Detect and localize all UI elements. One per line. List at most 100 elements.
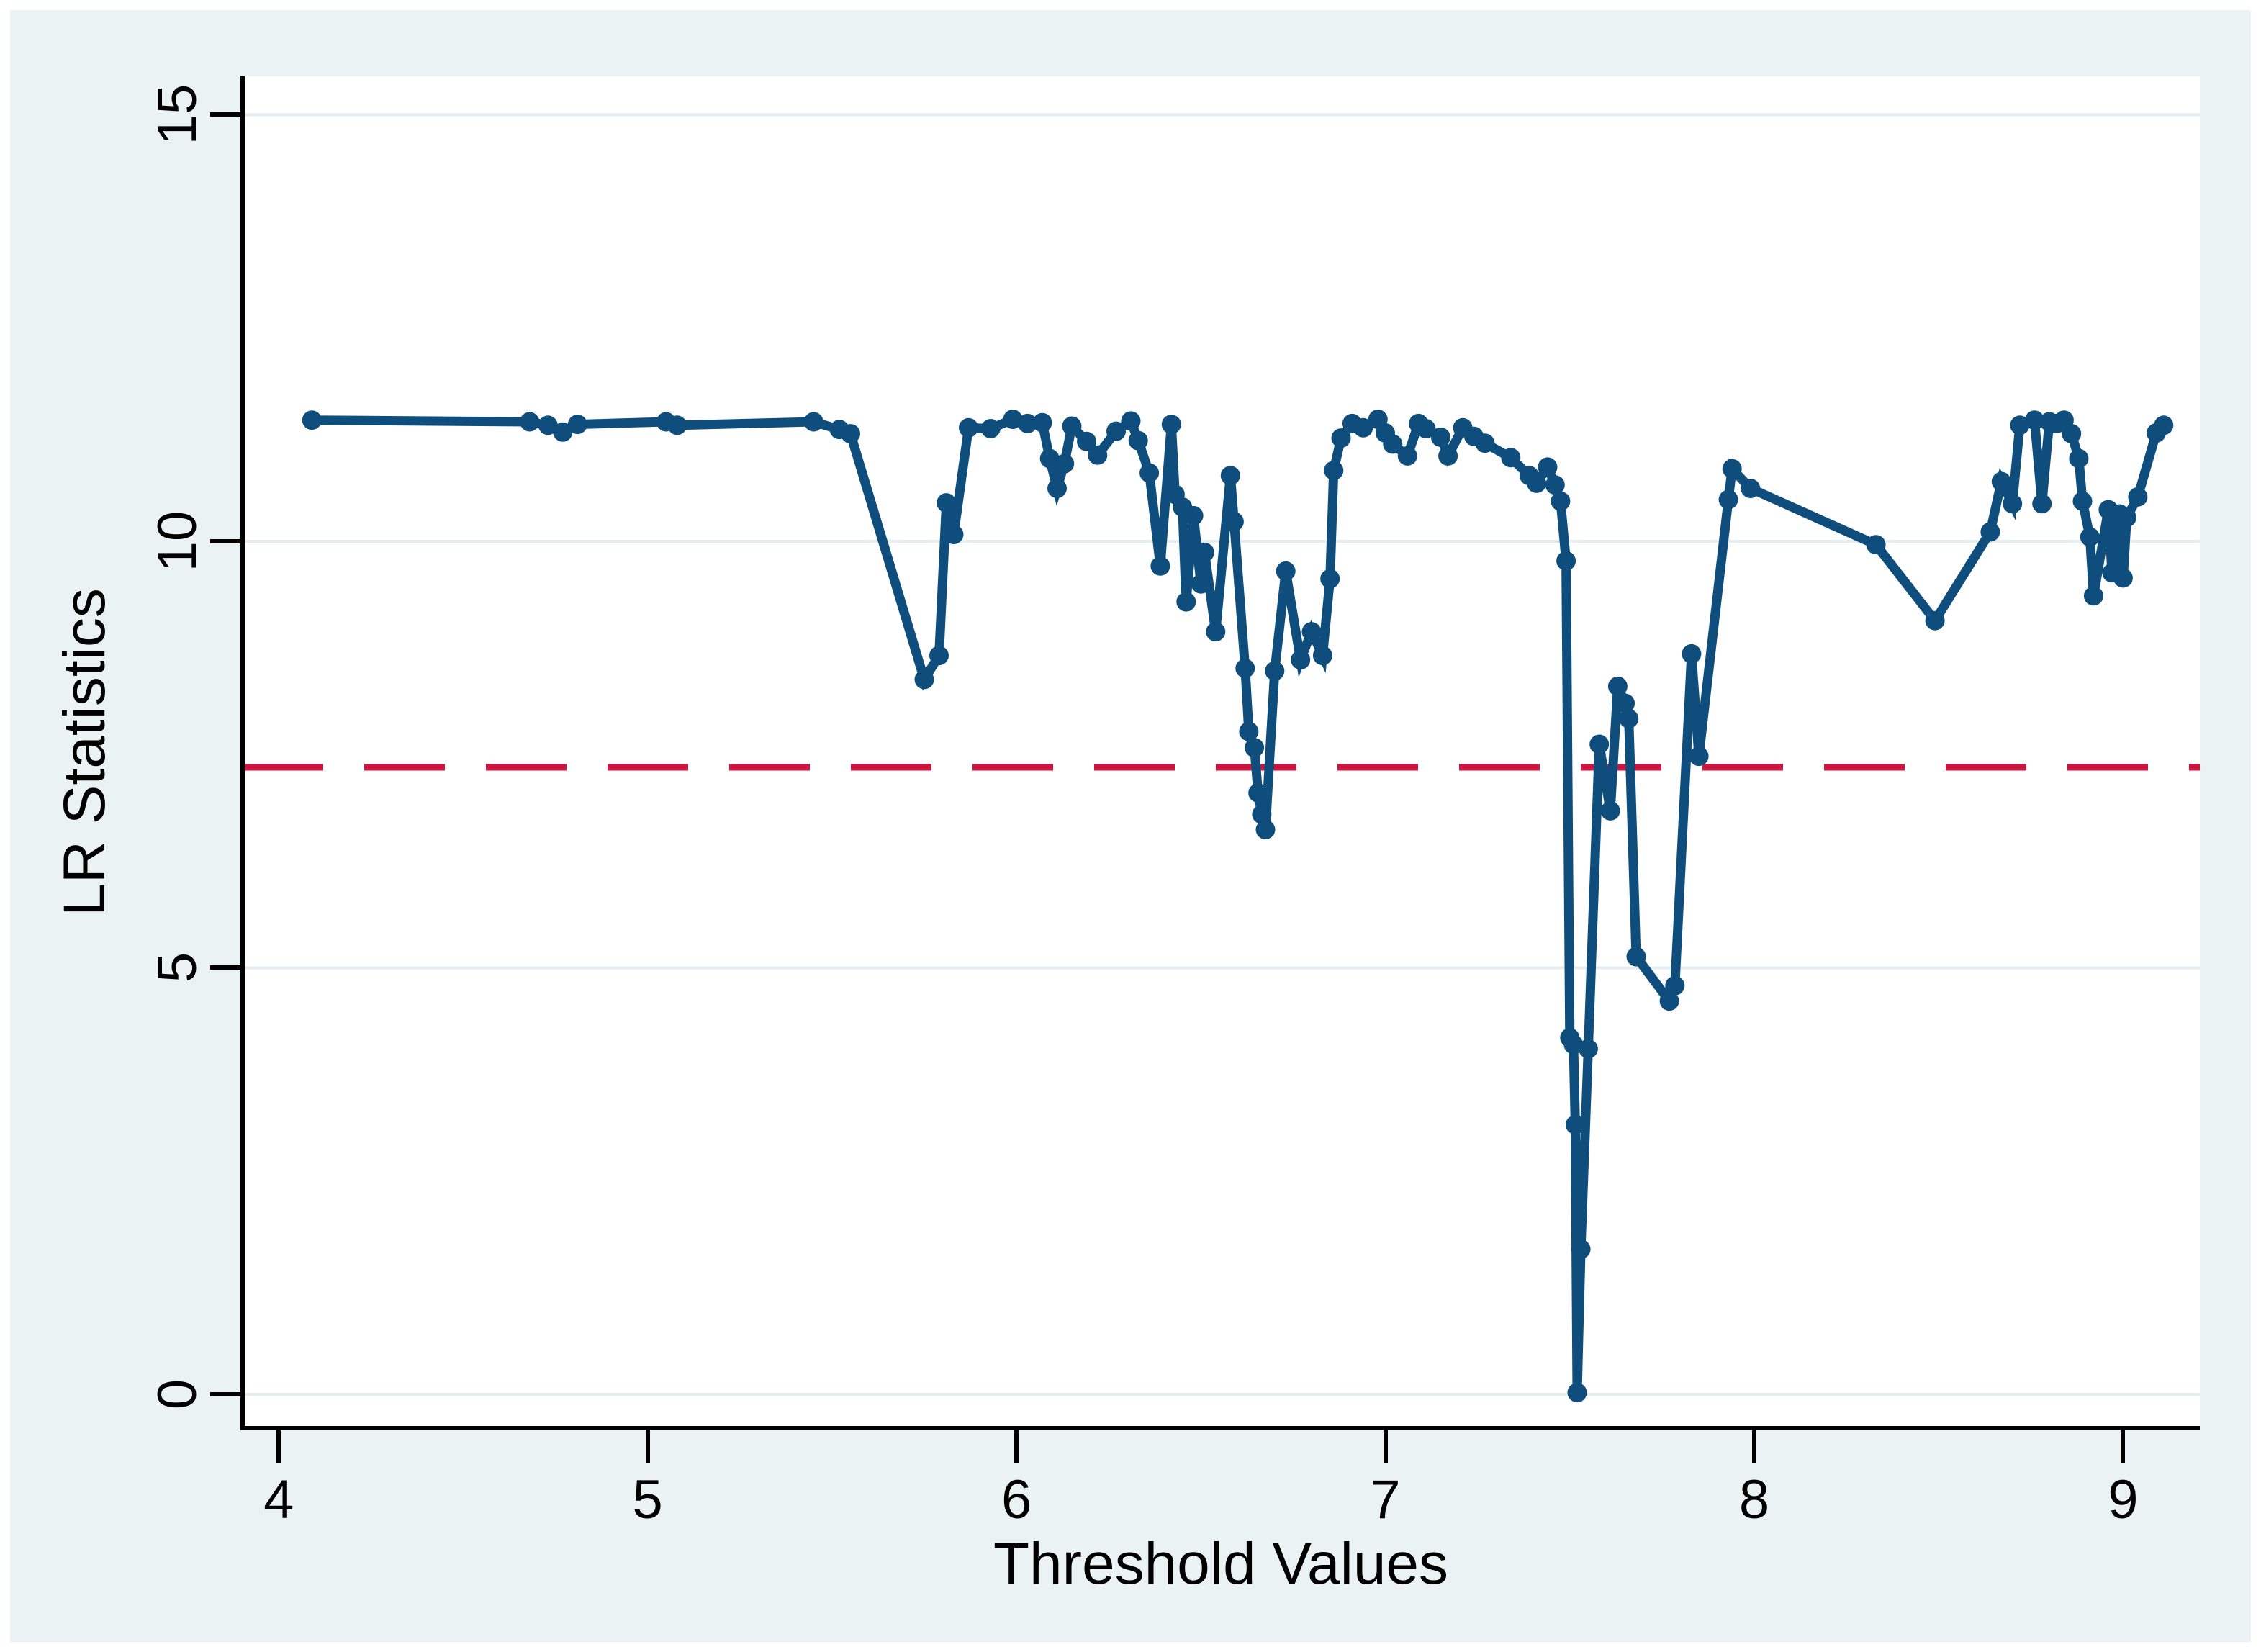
data-point-marker [1980, 522, 2000, 542]
data-point-marker [1194, 542, 1214, 562]
y-tick-label-5: 5 [147, 952, 208, 983]
data-point-marker [1252, 804, 1272, 824]
data-point-marker [1301, 622, 1322, 642]
data-point-marker [1106, 421, 1126, 441]
data-point-marker [1718, 489, 1738, 510]
data-point-marker [1741, 479, 1761, 498]
x-tick-mark-9 [2121, 1430, 2126, 1463]
data-point-marker [1331, 428, 1351, 448]
data-point-marker [1607, 676, 1628, 696]
x-tick-mark-7 [1383, 1430, 1388, 1463]
x-axis-title: Threshold Values [993, 1531, 1449, 1597]
data-point-marker [2128, 487, 2148, 507]
data-point-marker [553, 422, 573, 442]
data-point-marker [1589, 734, 1610, 754]
data-point-marker [2062, 424, 2082, 444]
data-point-marker [1255, 820, 1276, 839]
data-point-marker [1383, 434, 1403, 454]
x-tick-label-9: 9 [2108, 1469, 2139, 1530]
data-point-marker [1991, 471, 2011, 492]
data-point-marker [1077, 431, 1096, 451]
x-tick-label-6: 6 [1001, 1469, 1032, 1530]
data-point-marker [1866, 535, 1886, 555]
data-point-marker [1161, 415, 1181, 435]
data-point-marker [1150, 556, 1170, 576]
data-point-marker [1055, 453, 1075, 474]
data-point-marker [914, 669, 934, 690]
data-point-marker [1248, 783, 1268, 803]
data-point-marker [1665, 975, 1685, 996]
data-point-marker [959, 417, 978, 438]
x-tick-label-5: 5 [632, 1469, 663, 1530]
data-point-marker [1320, 569, 1340, 589]
data-point-marker [1925, 610, 1945, 631]
data-point-marker [1239, 721, 1259, 741]
data-point-marker [1003, 410, 1023, 429]
data-point-marker [1047, 479, 1067, 498]
data-point-marker [1235, 659, 1255, 678]
data-point-marker [1538, 457, 1558, 477]
data-point-marker [1324, 461, 1344, 481]
chart-figure: 0 5 10 15 4 5 6 7 8 9 LR Statistics Threshold Va… [10, 10, 2251, 1642]
data-point-marker [538, 415, 558, 435]
data-point-marker [1039, 448, 1060, 469]
data-point-marker [1220, 466, 1240, 486]
y-tick-mark-10 [210, 538, 243, 543]
data-point-marker [803, 412, 823, 432]
data-point-marker [1128, 430, 1148, 451]
data-point-marker [1312, 646, 1332, 666]
data-point-marker [1397, 446, 1417, 466]
data-point-marker [929, 646, 949, 666]
data-point-marker [1551, 491, 1571, 511]
chart-canvas [243, 113, 2200, 1403]
data-point-marker [2010, 415, 2030, 435]
data-point-marker [2117, 507, 2136, 528]
data-point-marker [1501, 448, 1521, 468]
y-axis-title: LR Statistics [52, 588, 117, 916]
data-point-marker [667, 415, 687, 435]
data-point-marker [1527, 473, 1547, 493]
data-point-marker [1689, 746, 1709, 767]
data-point-marker [1224, 512, 1244, 532]
x-tick-mark-6 [1014, 1430, 1019, 1463]
data-point-marker [2113, 568, 2133, 588]
data-point-marker [1018, 413, 1037, 433]
data-point-marker [1600, 800, 1620, 821]
data-point-marker [1430, 427, 1450, 447]
plot-area [243, 76, 2200, 1428]
data-point-marker [1121, 411, 1141, 431]
data-point-marker [2080, 527, 2100, 547]
data-point-marker [2024, 410, 2044, 430]
data-point-marker [520, 412, 540, 432]
series-line-0 [312, 412, 2167, 1393]
data-point-marker [1276, 561, 1296, 581]
data-point-marker [1615, 693, 1635, 713]
x-tick-mark-8 [1751, 1430, 1756, 1463]
data-point-marker [1475, 433, 1495, 453]
y-tick-label-10: 10 [147, 510, 208, 572]
data-point-marker [1088, 445, 1108, 465]
data-point-marker [1291, 650, 1311, 670]
data-point-marker [1062, 416, 1082, 436]
data-point-marker [1139, 463, 1160, 483]
x-tick-mark-5 [645, 1430, 650, 1463]
data-point-marker [2003, 494, 2023, 514]
data-point-marker [1626, 947, 1646, 967]
data-point-marker [2069, 448, 2089, 469]
y-axis-line [240, 76, 245, 1430]
data-point-marker [1545, 475, 1565, 495]
data-point-marker [2154, 415, 2174, 435]
data-point-marker [1571, 1240, 1591, 1259]
data-point-marker [1578, 1039, 1598, 1059]
y-tick-label-0: 0 [147, 1378, 208, 1410]
y-tick-label-15: 15 [147, 84, 208, 145]
data-point-marker [937, 493, 957, 513]
data-point-marker [841, 424, 860, 444]
data-point-marker [302, 410, 322, 430]
y-tick-mark-5 [210, 965, 243, 970]
data-point-marker [567, 415, 587, 435]
data-point-marker [1265, 661, 1285, 681]
x-tick-label-4: 4 [263, 1469, 294, 1530]
data-point-marker [2083, 586, 2103, 606]
data-point-marker [2072, 491, 2093, 511]
